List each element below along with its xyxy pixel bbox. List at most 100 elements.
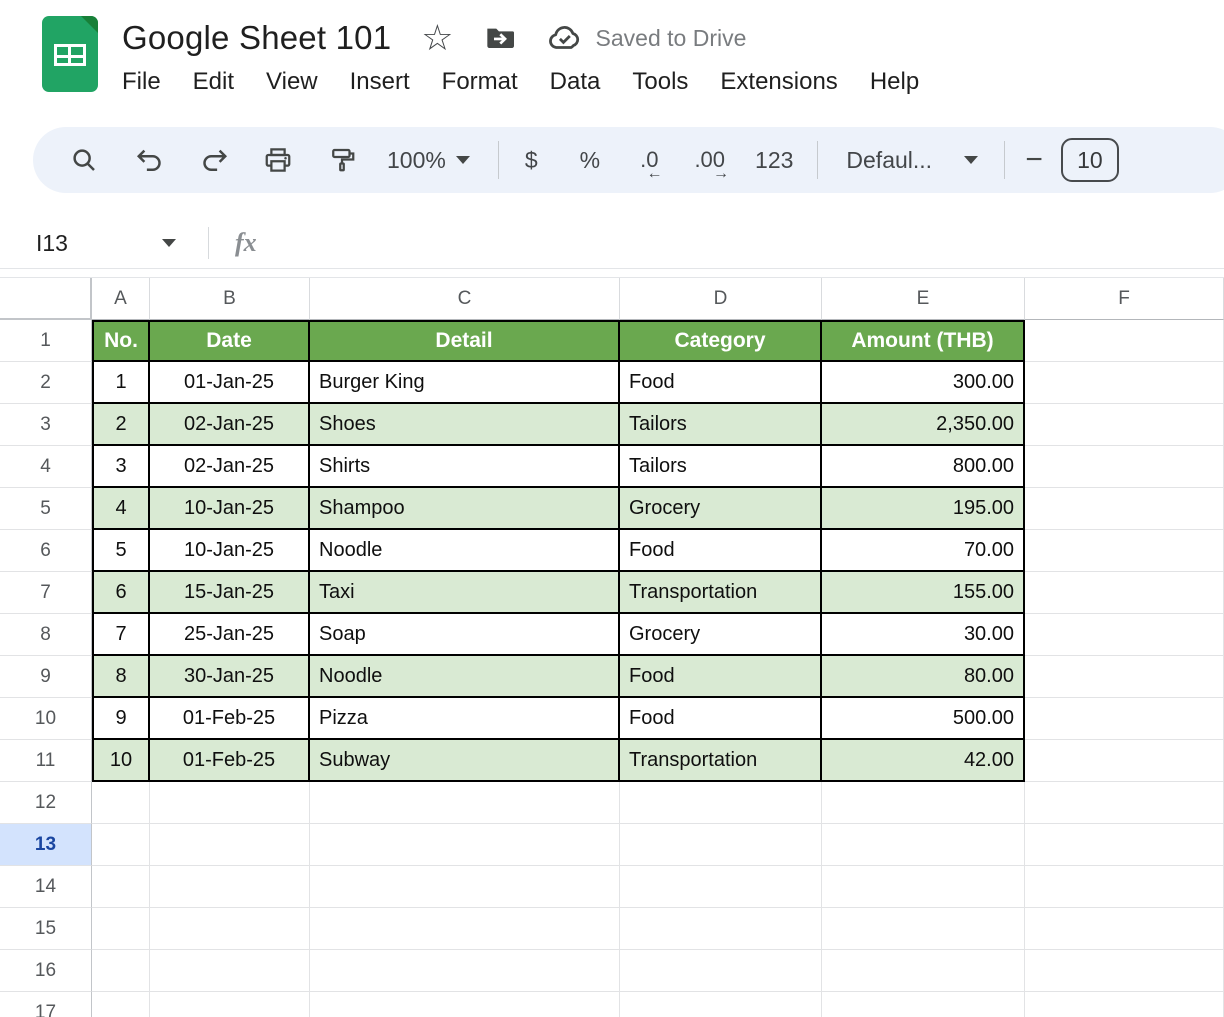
- cell-B4[interactable]: 02-Jan-25: [150, 446, 310, 488]
- column-header-D[interactable]: D: [620, 278, 822, 320]
- redo-icon[interactable]: [199, 145, 229, 175]
- cell-D7[interactable]: Transportation: [620, 572, 822, 614]
- cell-D15[interactable]: [620, 908, 822, 950]
- row-header-13[interactable]: 13: [0, 824, 92, 866]
- cell-A2[interactable]: 1: [92, 362, 150, 404]
- row-header-3[interactable]: 3: [0, 404, 92, 446]
- row-header-1[interactable]: 1: [0, 320, 92, 362]
- menu-tools[interactable]: Tools: [632, 68, 689, 95]
- cell-C7[interactable]: Taxi: [310, 572, 620, 614]
- currency-format-button[interactable]: $: [524, 146, 538, 173]
- cell-D6[interactable]: Food: [620, 530, 822, 572]
- cell-A7[interactable]: 6: [92, 572, 150, 614]
- cell-E2[interactable]: 300.00: [822, 362, 1025, 404]
- cell-C12[interactable]: [310, 782, 620, 824]
- cell-B5[interactable]: 10-Jan-25: [150, 488, 310, 530]
- cell-E11[interactable]: 42.00: [822, 740, 1025, 782]
- column-header-E[interactable]: E: [822, 278, 1025, 320]
- cell-C6[interactable]: Noodle: [310, 530, 620, 572]
- cell-D13[interactable]: [620, 824, 822, 866]
- row-header-10[interactable]: 10: [0, 698, 92, 740]
- select-all-corner[interactable]: [0, 278, 92, 320]
- font-family-control[interactable]: Defaul...: [846, 147, 979, 174]
- menu-edit[interactable]: Edit: [192, 68, 235, 95]
- cell-C8[interactable]: Soap: [310, 614, 620, 656]
- cell-C1[interactable]: Detail: [310, 320, 620, 362]
- decrease-font-size-button[interactable]: −: [1025, 143, 1043, 176]
- menu-format[interactable]: Format: [441, 68, 518, 95]
- document-title[interactable]: Google Sheet 101: [122, 19, 392, 56]
- row-header-17[interactable]: 17: [0, 992, 92, 1017]
- cell-A8[interactable]: 7: [92, 614, 150, 656]
- cell-B2[interactable]: 01-Jan-25: [150, 362, 310, 404]
- row-header-8[interactable]: 8: [0, 614, 92, 656]
- cell-A9[interactable]: 8: [92, 656, 150, 698]
- cell-C5[interactable]: Shampoo: [310, 488, 620, 530]
- cell-B14[interactable]: [150, 866, 310, 908]
- increase-decimal-button[interactable]: .00 →: [694, 147, 729, 182]
- cell-C14[interactable]: [310, 866, 620, 908]
- cell-F4[interactable]: [1025, 446, 1224, 488]
- cell-F16[interactable]: [1025, 950, 1224, 992]
- cell-F5[interactable]: [1025, 488, 1224, 530]
- cell-B1[interactable]: Date: [150, 320, 310, 362]
- row-header-5[interactable]: 5: [0, 488, 92, 530]
- cell-B11[interactable]: 01-Feb-25: [150, 740, 310, 782]
- row-header-11[interactable]: 11: [0, 740, 92, 782]
- cell-E1[interactable]: Amount (THB): [822, 320, 1025, 362]
- cell-B10[interactable]: 01-Feb-25: [150, 698, 310, 740]
- menu-file[interactable]: File: [122, 68, 161, 95]
- more-formats-button[interactable]: 123: [755, 146, 794, 173]
- cell-A11[interactable]: 10: [92, 740, 150, 782]
- cell-E14[interactable]: [822, 866, 1025, 908]
- cell-F9[interactable]: [1025, 656, 1224, 698]
- cell-E3[interactable]: 2,350.00: [822, 404, 1025, 446]
- move-to-folder-icon[interactable]: [484, 22, 516, 54]
- cell-F15[interactable]: [1025, 908, 1224, 950]
- cell-C3[interactable]: Shoes: [310, 404, 620, 446]
- row-header-4[interactable]: 4: [0, 446, 92, 488]
- cell-F6[interactable]: [1025, 530, 1224, 572]
- cell-C4[interactable]: Shirts: [310, 446, 620, 488]
- cell-B7[interactable]: 15-Jan-25: [150, 572, 310, 614]
- cell-C15[interactable]: [310, 908, 620, 950]
- cell-C10[interactable]: Pizza: [310, 698, 620, 740]
- cell-B8[interactable]: 25-Jan-25: [150, 614, 310, 656]
- cell-A3[interactable]: 2: [92, 404, 150, 446]
- cell-F3[interactable]: [1025, 404, 1224, 446]
- cell-E17[interactable]: [822, 992, 1025, 1017]
- row-header-7[interactable]: 7: [0, 572, 92, 614]
- cell-F1[interactable]: [1025, 320, 1224, 362]
- cell-F8[interactable]: [1025, 614, 1224, 656]
- cell-B9[interactable]: 30-Jan-25: [150, 656, 310, 698]
- cell-D14[interactable]: [620, 866, 822, 908]
- column-header-F[interactable]: F: [1025, 278, 1224, 320]
- row-header-12[interactable]: 12: [0, 782, 92, 824]
- cell-B12[interactable]: [150, 782, 310, 824]
- paint-format-icon[interactable]: [327, 145, 357, 175]
- cell-D2[interactable]: Food: [620, 362, 822, 404]
- cell-E9[interactable]: 80.00: [822, 656, 1025, 698]
- cell-F10[interactable]: [1025, 698, 1224, 740]
- cell-D4[interactable]: Tailors: [620, 446, 822, 488]
- row-header-2[interactable]: 2: [0, 362, 92, 404]
- decrease-decimal-button[interactable]: .0 ←: [640, 147, 662, 182]
- cell-B3[interactable]: 02-Jan-25: [150, 404, 310, 446]
- cell-D1[interactable]: Category: [620, 320, 822, 362]
- row-header-9[interactable]: 9: [0, 656, 92, 698]
- menu-insert[interactable]: Insert: [349, 68, 410, 95]
- cell-F11[interactable]: [1025, 740, 1224, 782]
- cell-A10[interactable]: 9: [92, 698, 150, 740]
- cell-F12[interactable]: [1025, 782, 1224, 824]
- cell-D11[interactable]: Transportation: [620, 740, 822, 782]
- cell-E6[interactable]: 70.00: [822, 530, 1025, 572]
- cell-D3[interactable]: Tailors: [620, 404, 822, 446]
- star-icon[interactable]: ☆: [421, 17, 454, 58]
- cell-F2[interactable]: [1025, 362, 1224, 404]
- cell-A17[interactable]: [92, 992, 150, 1017]
- percent-format-button[interactable]: %: [579, 146, 601, 173]
- cell-E13[interactable]: [822, 824, 1025, 866]
- cell-C11[interactable]: Subway: [310, 740, 620, 782]
- cell-D5[interactable]: Grocery: [620, 488, 822, 530]
- cell-E4[interactable]: 800.00: [822, 446, 1025, 488]
